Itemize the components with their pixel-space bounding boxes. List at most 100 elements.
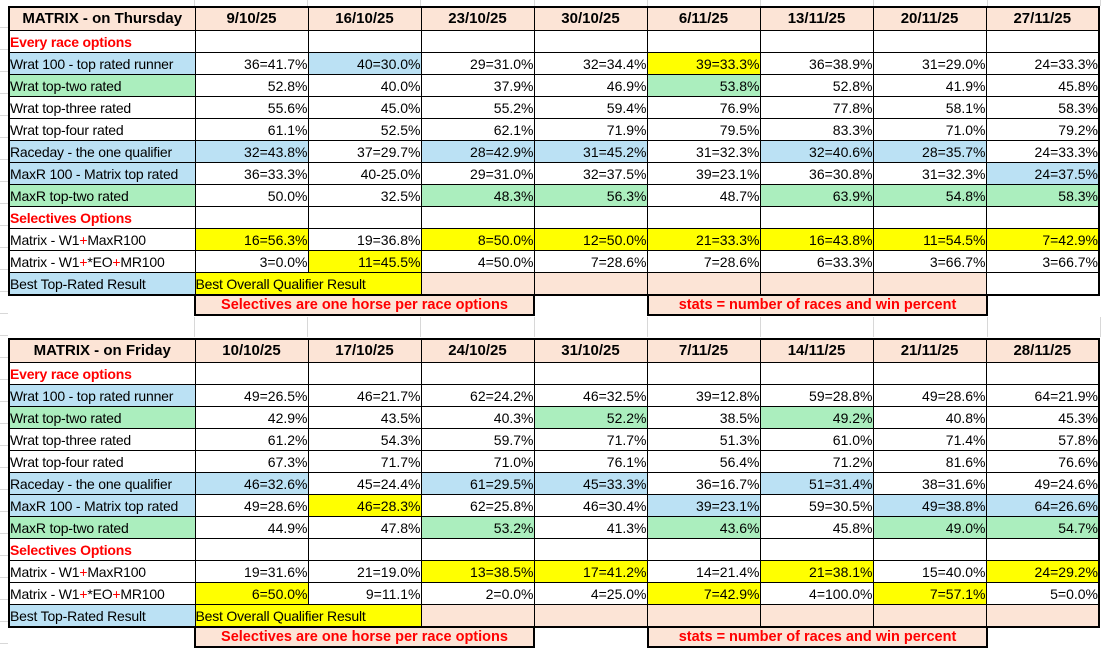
value-cell[interactable]: 32=40.6% <box>759 140 874 163</box>
value-cell[interactable]: 49=38.8% <box>872 494 987 517</box>
value-cell[interactable] <box>985 272 1100 296</box>
value-cell[interactable]: 32=37.5% <box>533 162 648 185</box>
date-header[interactable]: 6/11/25 <box>646 6 761 31</box>
row-label[interactable]: Raceday - the one qualifier <box>8 140 196 163</box>
value-cell[interactable]: 21=33.3% <box>646 228 761 251</box>
value-cell[interactable]: 77.8% <box>759 96 874 119</box>
value-cell[interactable]: 29=31.0% <box>420 162 535 185</box>
value-cell[interactable]: 7=28.6% <box>533 250 648 273</box>
note-selectives[interactable]: Selectives are one horse per race option… <box>194 626 535 648</box>
value-cell[interactable]: 39=33.3% <box>646 52 761 75</box>
value-cell[interactable] <box>646 30 761 53</box>
value-cell[interactable] <box>759 30 874 53</box>
value-cell[interactable]: 31=32.3% <box>646 140 761 163</box>
value-cell[interactable]: 62.1% <box>420 118 535 141</box>
row-label[interactable]: MaxR top-two rated <box>8 184 196 207</box>
value-cell[interactable] <box>420 604 535 628</box>
value-cell[interactable]: 7=28.6% <box>646 250 761 273</box>
value-cell[interactable]: 7=57.1% <box>872 582 987 605</box>
value-cell[interactable]: 64=26.6% <box>985 494 1100 517</box>
value-cell[interactable] <box>646 362 761 385</box>
value-cell[interactable]: 7=42.9% <box>985 228 1100 251</box>
row-label[interactable]: Wrat top-two rated <box>8 74 196 97</box>
value-cell[interactable]: 46=28.3% <box>307 494 422 517</box>
value-cell[interactable]: 71.7% <box>533 428 648 451</box>
value-cell[interactable] <box>646 272 761 296</box>
value-cell[interactable] <box>307 362 422 385</box>
value-cell[interactable]: 46.9% <box>533 74 648 97</box>
value-cell[interactable]: 36=41.7% <box>194 52 309 75</box>
value-cell[interactable] <box>985 538 1100 561</box>
value-cell[interactable]: 49.0% <box>872 516 987 539</box>
value-cell[interactable]: 46=32.5% <box>533 384 648 407</box>
value-cell[interactable]: 81.6% <box>872 450 987 473</box>
value-cell[interactable]: 21=38.1% <box>759 560 874 583</box>
table-title[interactable]: MATRIX - on Friday <box>8 338 196 363</box>
value-cell[interactable] <box>533 604 648 628</box>
value-cell[interactable]: 29=31.0% <box>420 52 535 75</box>
value-cell[interactable] <box>759 206 874 229</box>
value-cell[interactable]: 58.3% <box>985 96 1100 119</box>
value-cell[interactable] <box>759 604 874 628</box>
value-cell[interactable]: 40.3% <box>420 406 535 429</box>
value-cell[interactable]: 41.3% <box>533 516 648 539</box>
note-stats[interactable]: stats = number of races and win percent <box>647 626 988 648</box>
value-cell[interactable]: 45=33.3% <box>533 472 648 495</box>
value-cell[interactable]: 83.3% <box>759 118 874 141</box>
value-cell[interactable]: 45.3% <box>985 406 1100 429</box>
value-cell[interactable] <box>759 538 874 561</box>
value-cell[interactable]: 6=50.0% <box>194 582 309 605</box>
value-cell[interactable]: 61.2% <box>194 428 309 451</box>
value-cell[interactable]: 39=23.1% <box>646 494 761 517</box>
value-cell[interactable]: 57.8% <box>985 428 1100 451</box>
value-cell[interactable] <box>985 30 1100 53</box>
row-label[interactable]: Wrat top-three rated <box>8 428 196 451</box>
value-cell[interactable]: 46=30.4% <box>533 494 648 517</box>
row-label[interactable]: Selectives Options <box>8 206 196 229</box>
value-cell[interactable]: 40.8% <box>872 406 987 429</box>
value-cell[interactable]: 59=28.8% <box>759 384 874 407</box>
value-cell[interactable]: 71.2% <box>759 450 874 473</box>
value-cell[interactable]: 76.9% <box>646 96 761 119</box>
value-cell[interactable]: 36=16.7% <box>646 472 761 495</box>
value-cell[interactable] <box>646 206 761 229</box>
value-cell[interactable] <box>646 604 761 628</box>
value-cell[interactable] <box>533 272 648 296</box>
date-header[interactable]: 10/10/25 <box>194 338 309 363</box>
value-cell[interactable]: 31=45.2% <box>533 140 648 163</box>
row-label[interactable]: Best Top-Rated Result <box>8 272 196 296</box>
value-cell[interactable]: 52.5% <box>307 118 422 141</box>
value-cell[interactable] <box>872 538 987 561</box>
value-cell[interactable]: 32.5% <box>307 184 422 207</box>
value-cell[interactable]: 40=30.0% <box>307 52 422 75</box>
value-cell[interactable] <box>420 362 535 385</box>
value-cell[interactable]: 40-25.0% <box>307 162 422 185</box>
value-cell[interactable]: 51.3% <box>646 428 761 451</box>
row-label[interactable]: Every race options <box>8 30 196 53</box>
value-cell[interactable]: 49=28.6% <box>872 384 987 407</box>
row-label[interactable]: MaxR 100 - Matrix top rated <box>8 162 196 185</box>
value-cell[interactable]: 4=50.0% <box>420 250 535 273</box>
value-cell[interactable]: 38.5% <box>646 406 761 429</box>
row-label[interactable]: MaxR 100 - Matrix top rated <box>8 494 196 517</box>
value-cell[interactable]: 62=25.8% <box>420 494 535 517</box>
value-cell[interactable]: 64=21.9% <box>985 384 1100 407</box>
value-cell[interactable]: 4=25.0% <box>533 582 648 605</box>
row-label[interactable]: Wrat top-four rated <box>8 118 196 141</box>
value-cell[interactable]: 9=11.1% <box>307 582 422 605</box>
row-label[interactable]: Wrat top-four rated <box>8 450 196 473</box>
value-cell[interactable]: 14=21.4% <box>646 560 761 583</box>
value-cell[interactable]: 54.8% <box>872 184 987 207</box>
row-label[interactable]: Wrat top-two rated <box>8 406 196 429</box>
value-cell[interactable]: 21=19.0% <box>307 560 422 583</box>
value-cell[interactable]: 79.2% <box>985 118 1100 141</box>
value-cell[interactable] <box>985 206 1100 229</box>
value-cell[interactable]: 2=0.0% <box>420 582 535 605</box>
date-header[interactable]: 31/10/25 <box>533 338 648 363</box>
value-cell[interactable] <box>307 206 422 229</box>
value-cell[interactable]: 49=24.6% <box>985 472 1100 495</box>
date-header[interactable]: 23/10/25 <box>420 6 535 31</box>
value-cell[interactable]: 16=43.8% <box>759 228 874 251</box>
value-cell[interactable]: 56.3% <box>533 184 648 207</box>
value-cell[interactable]: 38=31.6% <box>872 472 987 495</box>
